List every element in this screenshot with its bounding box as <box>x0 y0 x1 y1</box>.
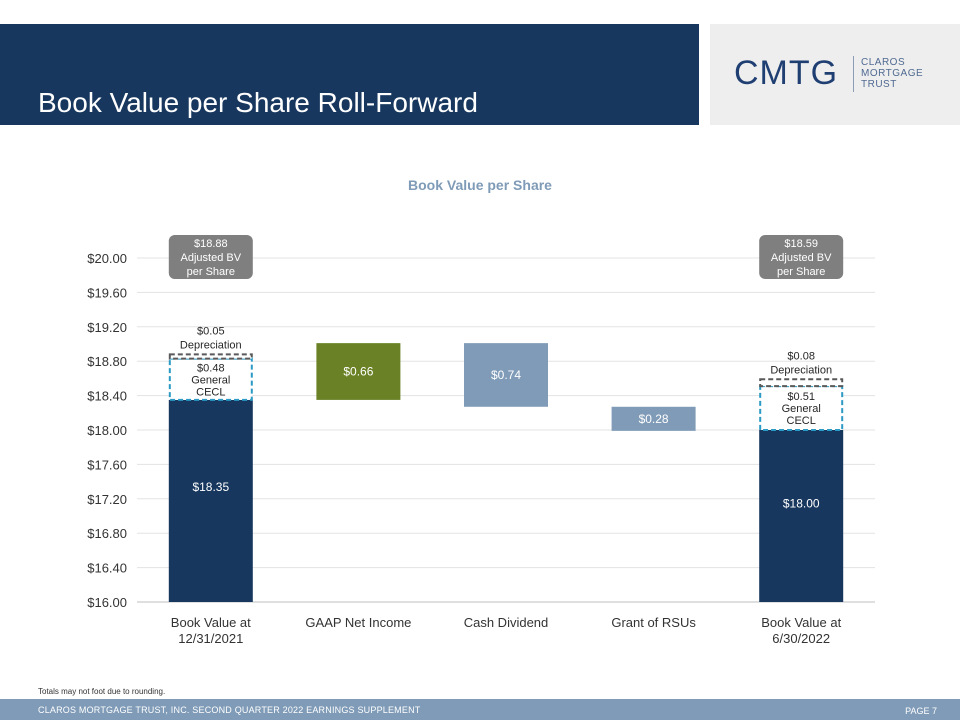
y-tick-label: $16.00 <box>87 595 127 610</box>
logo-wordmark: CLAROS MORTGAGE TRUST <box>861 57 923 90</box>
x-category-label: 6/30/2022 <box>772 631 830 646</box>
cecl-addback-label: General <box>191 374 230 386</box>
y-tick-label: $18.00 <box>87 423 127 438</box>
chart-title: Book Value per Share <box>408 177 552 193</box>
waterfall-bar <box>168 399 253 602</box>
page-number: PAGE 7 <box>905 706 937 716</box>
header-band <box>0 24 699 125</box>
waterfall-bar <box>759 430 844 602</box>
depreciation-addback-label: $0.08 <box>787 350 815 362</box>
logo-panel <box>710 24 960 125</box>
depreciation-addback-segment <box>759 378 844 388</box>
footer-text: CLAROS MORTGAGE TRUST, INC. SECOND QUART… <box>38 705 421 715</box>
cecl-addback-segment <box>759 385 844 432</box>
logo-divider <box>853 56 854 92</box>
logo-line-2: MORTGAGE <box>861 68 924 79</box>
adjusted-bv-callout-text: Adjusted BV <box>181 252 242 264</box>
waterfall-bar <box>316 343 401 400</box>
y-tick-label: $19.20 <box>87 320 127 335</box>
depreciation-addback-label: Depreciation <box>180 339 242 351</box>
company-logo: CMTG <box>734 54 839 92</box>
x-category-label: 12/31/2021 <box>178 631 243 646</box>
cecl-addback-label: $0.51 <box>787 391 815 403</box>
y-tick-label: $18.40 <box>87 389 127 404</box>
footer-band <box>0 699 960 720</box>
waterfall-bar <box>464 343 548 407</box>
adjusted-bv-callout-text: per Share <box>777 266 825 278</box>
cecl-addback-label: $0.48 <box>197 362 225 374</box>
adjusted-bv-callout-text: Adjusted BV <box>771 252 832 264</box>
logo-line-3: TRUST <box>861 79 897 90</box>
logo-line-1: CLAROS <box>861 57 906 68</box>
y-tick-label: $17.20 <box>87 492 127 507</box>
adjusted-bv-callout-text: $18.88 <box>194 238 228 250</box>
y-tick-label: $20.00 <box>87 251 127 266</box>
y-tick-label: $16.40 <box>87 561 127 576</box>
cecl-addback-label: CECL <box>787 415 816 427</box>
x-category-label: Grant of RSUs <box>611 615 696 630</box>
bar-data-label: $0.66 <box>343 365 373 379</box>
bar-data-label: $0.74 <box>491 368 521 382</box>
page-title: Book Value per Share Roll-Forward <box>38 87 478 118</box>
x-category-label: Cash Dividend <box>464 615 549 630</box>
cecl-addback-segment <box>168 357 253 401</box>
y-tick-label: $17.60 <box>87 457 127 472</box>
y-tick-label: $18.80 <box>87 354 127 369</box>
cecl-addback-label: CECL <box>196 386 225 398</box>
depreciation-addback-segment <box>168 353 253 360</box>
bar-data-label: $0.28 <box>639 412 669 426</box>
cecl-addback-label: General <box>782 403 821 415</box>
x-category-label: Book Value at <box>761 615 841 630</box>
book-value-waterfall-chart: Book Value per Share $16.00 $16.40 $16.80 $1… <box>87 177 875 646</box>
bar-data-label: $18.00 <box>783 496 820 510</box>
y-tick-label: $19.60 <box>87 285 127 300</box>
x-category-label: Book Value at <box>171 615 251 630</box>
y-tick-label: $16.80 <box>87 526 127 541</box>
waterfall-bar <box>611 406 696 431</box>
depreciation-addback-label: Depreciation <box>770 364 832 376</box>
depreciation-addback-label: $0.05 <box>197 325 225 337</box>
adjusted-bv-callout-text: per Share <box>187 266 235 278</box>
adjusted-bv-callout-text: $18.59 <box>784 238 818 250</box>
footnote: Totals may not foot due to rounding. <box>38 687 166 696</box>
bar-data-label: $18.35 <box>192 480 229 494</box>
adjusted-bv-callout <box>168 235 253 279</box>
adjusted-bv-callout <box>759 235 844 279</box>
x-category-label: GAAP Net Income <box>305 615 411 630</box>
